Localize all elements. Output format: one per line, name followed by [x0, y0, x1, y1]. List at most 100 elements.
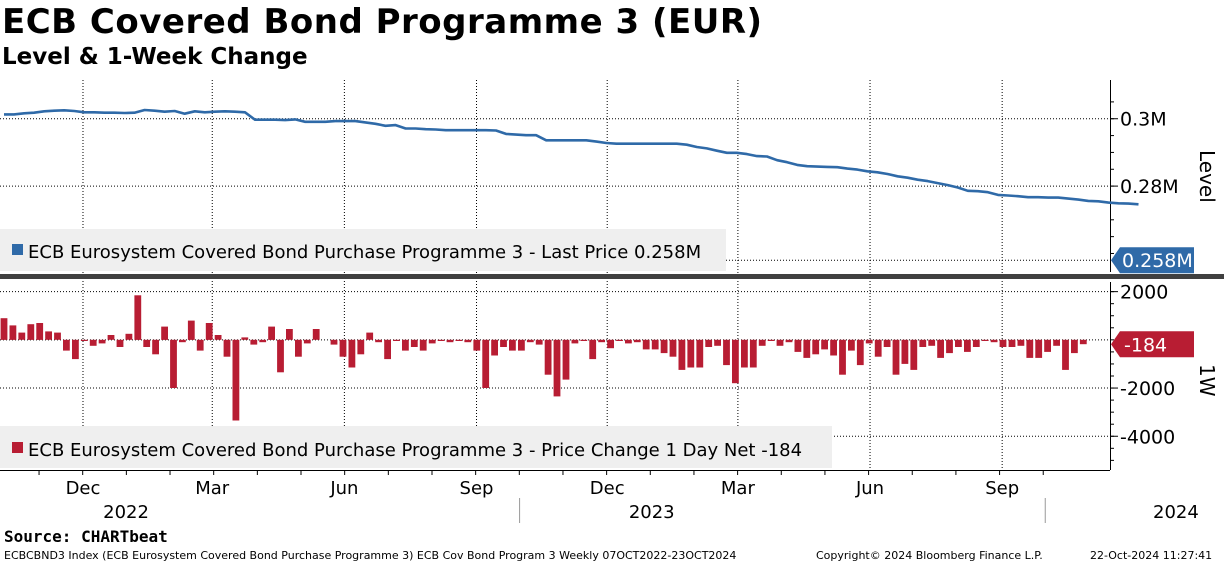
last-value-label-level: 0.258M [1122, 250, 1193, 272]
change-bar [937, 339, 944, 358]
change-bar [821, 339, 828, 350]
change-bar [687, 339, 695, 368]
change-bar [981, 339, 989, 341]
change-bar [705, 339, 713, 347]
change-bar [518, 339, 525, 351]
change-bar [1017, 339, 1025, 346]
change-bar [27, 324, 35, 340]
change-bar [589, 339, 597, 360]
x-tick-label-month: Sep [985, 478, 1019, 499]
last-value-label-change: -184 [1124, 334, 1167, 356]
change-bar [955, 339, 962, 347]
change-bar [562, 339, 570, 380]
change-bar [187, 320, 195, 340]
y-axis-title-level: Level [1195, 150, 1219, 203]
y-tick-label-change: -4000 [1120, 426, 1175, 448]
last-value-tag-level [1111, 247, 1194, 274]
change-bar [330, 339, 338, 345]
change-bar [660, 339, 668, 354]
change-bar [625, 339, 632, 344]
change-bar [98, 339, 106, 344]
change-bar [1053, 339, 1060, 346]
change-bar [366, 332, 374, 340]
change-bar [1035, 339, 1043, 358]
x-tick-label-month: Jun [855, 478, 884, 499]
change-bar [286, 329, 293, 340]
change-bar [544, 339, 552, 375]
change-bar [999, 339, 1007, 347]
change-bar [723, 339, 730, 366]
change-bar [339, 339, 347, 357]
change-bar [972, 339, 980, 347]
change-bar [446, 339, 454, 343]
change-bar [964, 339, 971, 352]
change-bar [571, 339, 579, 344]
change-bar [856, 339, 864, 366]
legend-label-level: ECB Eurosystem Covered Bond Purchase Pro… [28, 242, 701, 263]
change-bar [839, 339, 846, 375]
change-bar [901, 339, 909, 364]
change-bar [205, 323, 213, 340]
change-bar [830, 339, 837, 356]
change-bar [749, 339, 757, 368]
y-axis-title-change: 1W [1195, 364, 1219, 397]
change-bar [348, 339, 356, 368]
change-bar [268, 326, 275, 340]
change-bar [1026, 339, 1034, 358]
footer-ticker: ECBCBND3 Index (ECB Eurosystem Covered B… [4, 549, 737, 562]
change-bar [910, 339, 918, 370]
change-bar [357, 339, 365, 355]
change-bar [696, 339, 704, 368]
change-bar [125, 333, 133, 340]
change-bar [214, 335, 222, 340]
change-bar [473, 339, 481, 351]
footer-timestamp: 22-Oct-2024 11:27:41 [1090, 549, 1213, 562]
x-tick-label-month: Mar [721, 478, 756, 499]
change-bar [250, 339, 258, 345]
change-bar [241, 337, 249, 340]
change-bar [89, 339, 97, 346]
legend-box-level [0, 229, 726, 271]
change-bar [669, 339, 677, 357]
source-note: Source: CHARTbeat [4, 527, 168, 546]
x-tick-label-month: Jun [329, 478, 358, 499]
legend-box-change [0, 426, 832, 468]
change-bar [116, 339, 124, 347]
change-bar [143, 339, 151, 347]
x-tick-label-month: Mar [195, 478, 230, 499]
change-bar [63, 339, 70, 351]
change-bar [883, 339, 891, 347]
change-bar [500, 339, 507, 347]
change-bar [785, 339, 793, 343]
change-bar [678, 339, 686, 370]
change-bar [553, 339, 561, 397]
change-bar [776, 339, 784, 346]
change-bar [170, 339, 177, 388]
change-bar [223, 339, 231, 357]
change-bar [72, 339, 79, 360]
change-bar [1008, 339, 1016, 347]
change-bar [598, 339, 605, 343]
change-bar [80, 339, 88, 341]
change-bar [509, 339, 516, 351]
change-bar [303, 339, 311, 344]
change-bar [384, 339, 391, 360]
change-bar [45, 331, 52, 340]
change-bar [54, 332, 61, 340]
change-bar [865, 339, 873, 344]
legend-swatch-level [12, 244, 23, 255]
change-bar [633, 339, 641, 343]
y-tick-label-change: -2000 [1120, 378, 1175, 400]
change-bar [393, 339, 400, 341]
change-bar [455, 339, 463, 341]
change-bar [526, 339, 534, 343]
change-bar [410, 339, 418, 347]
change-bar [812, 339, 820, 355]
change-bar [741, 339, 748, 368]
change-bar [402, 339, 409, 351]
change-bar [437, 339, 445, 341]
x-tick-label-year: 2023 [629, 502, 675, 523]
change-bar [874, 339, 882, 357]
legend-label-change: ECB Eurosystem Covered Bond Purchase Pro… [28, 440, 802, 461]
